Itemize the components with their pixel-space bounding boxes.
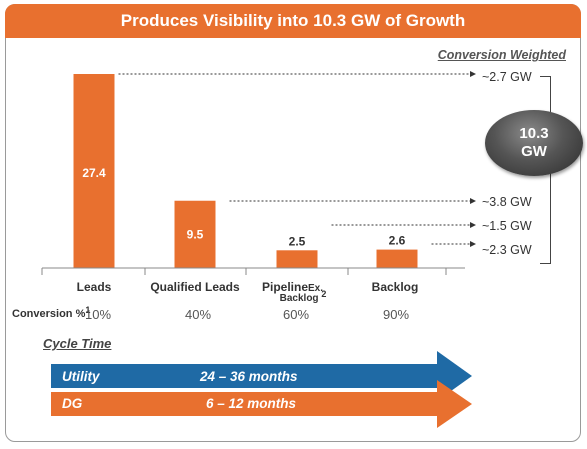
total-unit: GW (521, 143, 547, 160)
pipeline-suffix: Ex. (308, 283, 324, 294)
bar-backlog (376, 249, 418, 268)
dg-arrow-name: DG (62, 396, 83, 411)
weighted-value-pipeline: ~1.5 GW (482, 219, 532, 233)
utility-arrow-range: 24 – 36 months (200, 369, 298, 384)
dg-arrow (51, 380, 472, 428)
pipeline-footnote: 2 (321, 289, 327, 299)
category-label-backlog: Backlog (371, 280, 419, 294)
conversion-weighted-label: Conversion Weighted (437, 48, 566, 62)
category-label-leads: Leads (76, 280, 112, 294)
category-label-pipeline: PipelineEx. (262, 280, 352, 294)
conversion-value-pipeline: 60% (282, 307, 310, 322)
conversion-value-qualified: 40% (184, 307, 212, 322)
data-label-backlog: 2.6 (389, 234, 406, 248)
pipeline-backlog-text: Backlog (279, 293, 319, 304)
utility-arrow-name: Utility (62, 369, 100, 384)
page-title: Produces Visibility into 10.3 GW of Grow… (5, 4, 581, 38)
bar-pipeline (276, 250, 318, 268)
weighted-value-backlog: ~2.3 GW (482, 243, 532, 257)
data-label-pipeline: 2.5 (289, 234, 306, 248)
conversion-footnote: 1 (85, 305, 91, 315)
weighted-value-qualified: ~3.8 GW (482, 195, 532, 209)
cycle-time-heading: Cycle Time (43, 336, 112, 351)
total-value: 10.3 (519, 125, 549, 142)
conversion-label: Conversion %1 (12, 305, 91, 320)
data-label-leads: 27.4 (82, 166, 106, 180)
utility-arrow (51, 351, 472, 401)
guide-arrowhead-pipeline (470, 222, 476, 228)
guide-arrowhead-backlog (470, 241, 476, 247)
data-label-qualified-leads: 9.5 (187, 227, 204, 241)
pipeline-label-line2: Backlog 2 (268, 289, 338, 304)
guide-arrowhead-qualified-leads (470, 198, 476, 204)
guide-arrowhead-leads (470, 71, 476, 77)
conversion-label-text: Conversion % (12, 308, 86, 320)
category-label-qualified-leads: Qualified Leads (150, 280, 240, 294)
weighted-value-leads: ~2.7 GW (482, 70, 532, 84)
bar-leads (73, 74, 115, 268)
total-oval: 10.3 GW (485, 110, 583, 176)
pipeline-label: Pipeline (262, 280, 309, 294)
dg-arrow-range: 6 – 12 months (206, 396, 297, 411)
conversion-value-backlog: 90% (382, 307, 410, 322)
bar-qualified-leads (174, 200, 216, 268)
conversion-value-leads: 10% (84, 307, 112, 322)
